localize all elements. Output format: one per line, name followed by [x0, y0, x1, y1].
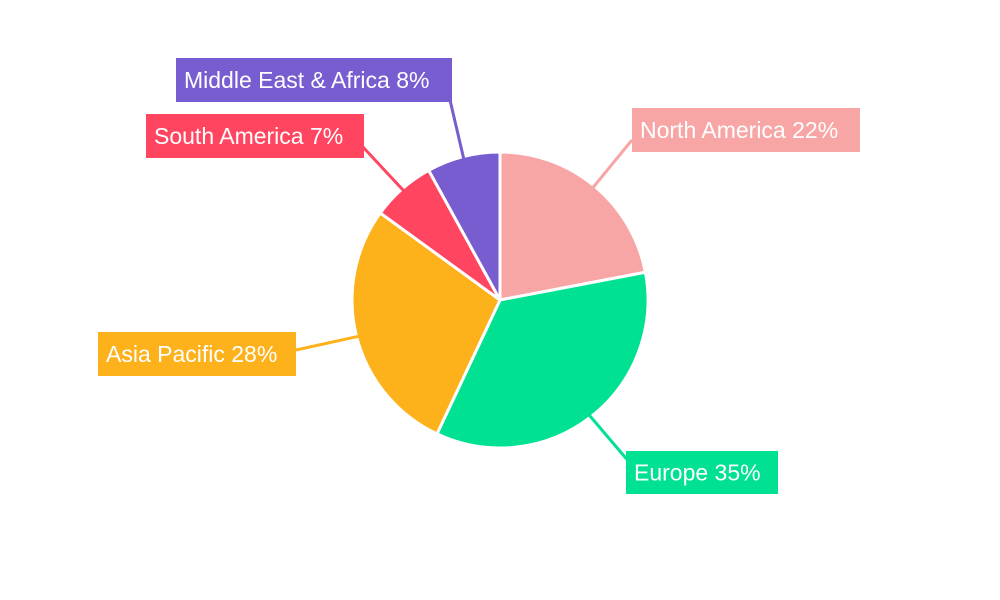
slice-label-text: Middle East & Africa 8% — [184, 67, 429, 93]
slice-label-box — [98, 332, 296, 376]
leader-line-asia-pacific — [295, 334, 359, 352]
slice-label-middle-east-and-africa: Middle East & Africa 8% — [176, 58, 452, 102]
leader-line-europe — [588, 414, 632, 464]
slice-label-text: North America 22% — [640, 117, 838, 143]
leader-lines — [295, 99, 634, 464]
slice-label-box — [176, 58, 452, 102]
slice-label-south-america: South America 7% — [146, 114, 364, 158]
slice-labels: North America 22% Europe 35% Asia Pacific … — [98, 58, 860, 494]
pie-slices — [350, 150, 650, 450]
slice-label-text: Asia Pacific 28% — [106, 341, 277, 367]
slice-label-asia-pacific: Asia Pacific 28% — [98, 332, 296, 376]
slice-label-europe: Europe 35% — [626, 451, 778, 494]
slice-label-box — [632, 108, 860, 152]
leader-line-north-america — [591, 139, 634, 189]
leader-line-south-america — [360, 144, 405, 192]
slice-label-text: South America 7% — [154, 123, 343, 149]
slice-label-text: Europe 35% — [634, 460, 761, 486]
slice-label-box — [626, 451, 778, 494]
slice-label-box — [146, 114, 364, 158]
slice-label-north-america: North America 22% — [632, 108, 860, 152]
leader-line-middle-east-and-africa — [448, 99, 466, 159]
